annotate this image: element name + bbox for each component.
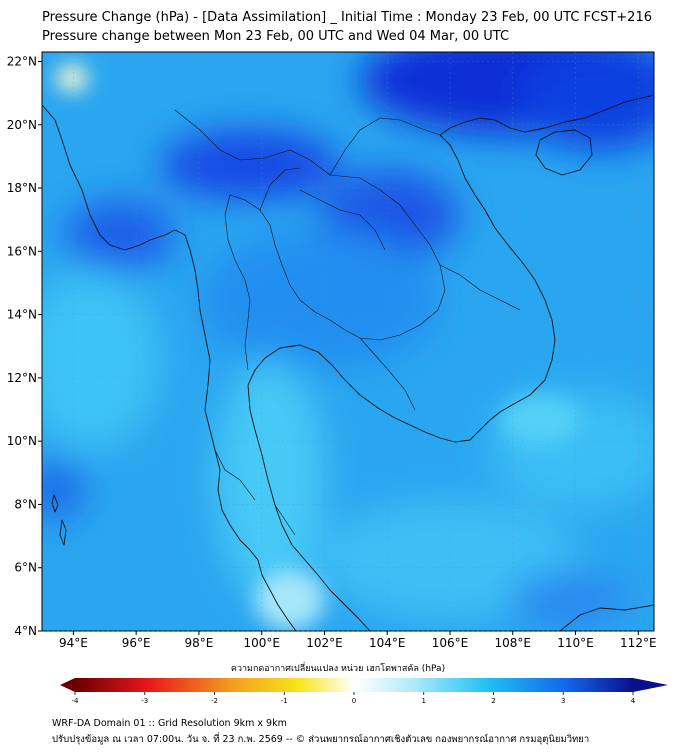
coastlines [42, 94, 654, 631]
lon-tick-label: 108°E [495, 636, 532, 650]
colorbar-label: ความกดอากาศเปลี่ยนแปลง หน่วย เฮกโตพาสคัล… [230, 664, 446, 674]
lat-tick-label: 4°N [14, 624, 37, 638]
colorbar-tick-label: 4 [631, 697, 636, 705]
colorbar-min-arrow [60, 678, 75, 692]
lat-tick-label: 18°N [7, 181, 37, 195]
lat-tick-label: 20°N [7, 118, 37, 132]
colorbar: -4 -3 -2 -1 0 1 2 3 4 [60, 678, 668, 705]
footer-credit: ปรับปรุงข้อมูล ณ เวลา 07:00น. วัน จ. ที่… [52, 734, 590, 745]
graticule [42, 52, 654, 632]
colorbar-max-arrow [633, 678, 668, 692]
map-subtitle: Pressure change between Mon 23 Feb, 00 U… [42, 29, 510, 44]
colorbar-tick-label: -2 [211, 697, 218, 705]
colorbar-tick-label: 0 [352, 697, 356, 705]
map-frame [41, 51, 655, 632]
lon-tick-label: 100°E [243, 636, 280, 650]
pressure-field [42, 52, 654, 631]
footer-model-info: WRF-DA Domain 01 :: Grid Resolution 9km … [52, 718, 287, 729]
lon-tick-label: 98°E [184, 636, 213, 650]
colorbar-tick-label: 2 [491, 697, 495, 705]
lat-tick-label: 10°N [7, 434, 37, 448]
colorbar-tick-label: -4 [72, 697, 80, 705]
colorbar-tick-label: -1 [281, 697, 288, 705]
lat-tick-label: 8°N [14, 497, 37, 511]
lon-tick-label: 94°E [59, 636, 88, 650]
lon-tick-label: 106°E [432, 636, 469, 650]
colorbar-tick-label: 1 [422, 697, 426, 705]
map-title: Pressure Change (hPa) - [Data Assimilati… [42, 10, 652, 25]
lat-tick-label: 12°N [7, 371, 37, 385]
axis-ticks: 94°E 96°E 98°E 100°E 102°E 104°E 106°E 108°E 110… [7, 54, 657, 650]
lon-tick-label: 112°E [620, 636, 657, 650]
colorbar-tick-label: -3 [141, 697, 148, 705]
lat-tick-label: 6°N [14, 561, 37, 575]
admin-borders [174, 109, 521, 536]
lat-tick-label: 16°N [7, 244, 37, 258]
colorbar-tick-label: 3 [561, 697, 565, 705]
lon-tick-label: 102°E [306, 636, 343, 650]
lon-tick-label: 96°E [122, 636, 151, 650]
lat-tick-label: 14°N [7, 308, 37, 322]
lat-tick-label: 22°N [7, 54, 37, 68]
colorbar-gradient [75, 678, 633, 692]
lon-tick-label: 104°E [369, 636, 406, 650]
lon-tick-label: 110°E [557, 636, 594, 650]
